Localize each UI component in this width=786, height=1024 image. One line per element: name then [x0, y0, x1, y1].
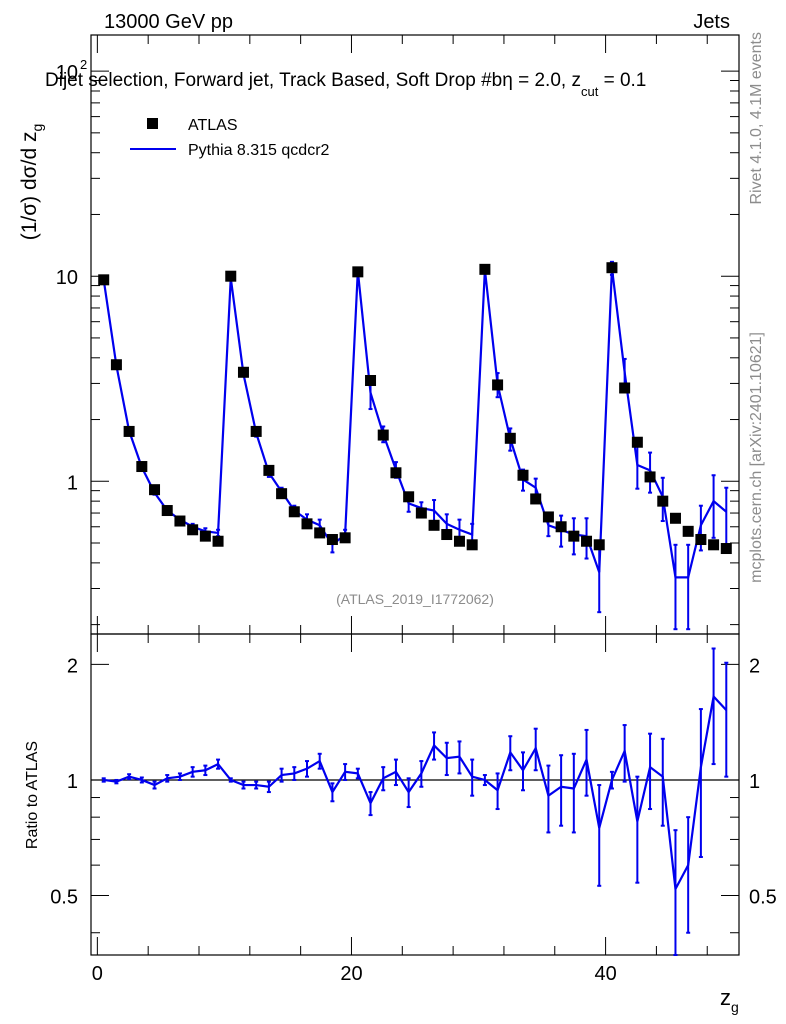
data-point	[530, 493, 542, 505]
data-point	[110, 359, 122, 371]
ratio-axis-ticks: 0.5 0.51 12 20 20 40	[50, 634, 777, 985]
data-point	[720, 543, 732, 555]
data-point	[504, 432, 516, 444]
data-point	[517, 469, 529, 481]
legend-mc-label: Pythia 8.315 qcdcr2	[188, 142, 330, 159]
data-point	[669, 512, 681, 524]
main-y-axis-label-text: (1/σ) dσ/d z	[18, 132, 41, 241]
data-point	[492, 379, 504, 391]
data-point	[453, 535, 465, 547]
ratio-plot	[91, 647, 739, 956]
data-point	[568, 530, 580, 542]
main-y-tick-label: 1	[67, 472, 78, 494]
ratio-y-tick-label-right: 0.5	[749, 887, 777, 909]
ratio-mc-line	[103, 694, 728, 893]
data-point	[555, 521, 567, 533]
legend-data-marker	[147, 118, 158, 129]
x-axis-label-text: z	[720, 985, 731, 1010]
main-y-tick-label: 10	[56, 267, 78, 289]
x-tick-label: 40	[594, 963, 616, 985]
main-y-tick-label: 10	[56, 62, 78, 84]
data-point	[428, 519, 440, 531]
analysis-id-label: (ATLAS_2019_I1772062)	[336, 591, 494, 607]
legend-data-label: ATLAS	[188, 117, 238, 134]
data-point	[390, 467, 402, 479]
legend: ATLAS Pythia 8.315 qcdcr2	[130, 117, 330, 159]
ratio-y-tick-label-right: 1	[749, 771, 760, 793]
data-point	[123, 425, 135, 437]
plot-title-eta: η = 2.0, z	[502, 70, 581, 91]
data-point	[288, 506, 300, 518]
data-point	[695, 534, 707, 546]
data-point	[606, 262, 618, 274]
data-point	[631, 436, 643, 448]
data-point	[339, 532, 351, 544]
ratio-y-tick-label-right: 2	[749, 655, 760, 677]
x-tick-label: 20	[340, 963, 362, 985]
data-point	[708, 539, 720, 551]
data-point	[403, 491, 415, 503]
mcplots-label: mcplots.cern.ch [arXiv:2401.10621]	[748, 332, 765, 583]
plot-title-main: Dijet selection, Forward jet, Track Base…	[45, 70, 502, 91]
data-point	[377, 429, 389, 441]
data-point	[250, 425, 262, 437]
x-axis-label-sub: g	[731, 999, 739, 1015]
data-point	[644, 471, 656, 483]
main-y-axis-label: (1/σ) dσ/d zg	[18, 124, 45, 241]
ratio-panel-frame	[90, 633, 740, 956]
ratio-y-tick-label-left: 2	[67, 655, 78, 677]
data-point	[441, 529, 453, 541]
data-point	[301, 518, 313, 530]
x-tick-label: 0	[92, 963, 103, 985]
data-point	[276, 488, 288, 500]
main-plot	[98, 260, 732, 631]
rivet-label: Rivet 4.1.0, 4.1M events	[748, 32, 765, 205]
data-point	[225, 270, 237, 282]
data-point	[212, 535, 224, 547]
beam-label: 13000 GeV pp	[104, 11, 233, 33]
data-point	[581, 535, 593, 547]
data-point	[98, 274, 110, 286]
data-point	[619, 382, 631, 394]
data-point	[237, 366, 249, 378]
data-point	[542, 511, 554, 523]
x-axis-label: zg	[720, 985, 739, 1015]
data-point	[199, 530, 211, 542]
data-point	[174, 515, 186, 527]
plot-title-end: = 0.1	[598, 70, 646, 91]
data-point	[657, 495, 669, 507]
ratio-y-axis-label: Ratio to ATLAS	[24, 741, 41, 849]
data-point	[263, 464, 275, 476]
data-point	[415, 507, 427, 519]
main-y-tick-exponent: 2	[80, 57, 87, 72]
data-point	[593, 539, 605, 551]
data-point	[187, 524, 199, 536]
data-point	[352, 266, 364, 278]
data-point	[136, 461, 148, 473]
plot-title-cut-sub: cut	[581, 84, 599, 99]
ratio-y-tick-label-left: 0.5	[50, 887, 78, 909]
process-label: Jets	[693, 11, 730, 33]
data-point	[149, 484, 161, 496]
data-point	[466, 539, 478, 551]
data-point	[161, 505, 173, 517]
data-point	[326, 534, 338, 546]
data-point	[682, 525, 694, 537]
data-point	[479, 263, 491, 275]
main-y-axis-label-sub: g	[29, 124, 45, 132]
data-point	[314, 527, 326, 539]
plot-title: Dijet selection, Forward jet, Track Base…	[45, 70, 646, 99]
ratio-y-tick-label-left: 1	[67, 771, 78, 793]
data-point	[365, 375, 377, 387]
